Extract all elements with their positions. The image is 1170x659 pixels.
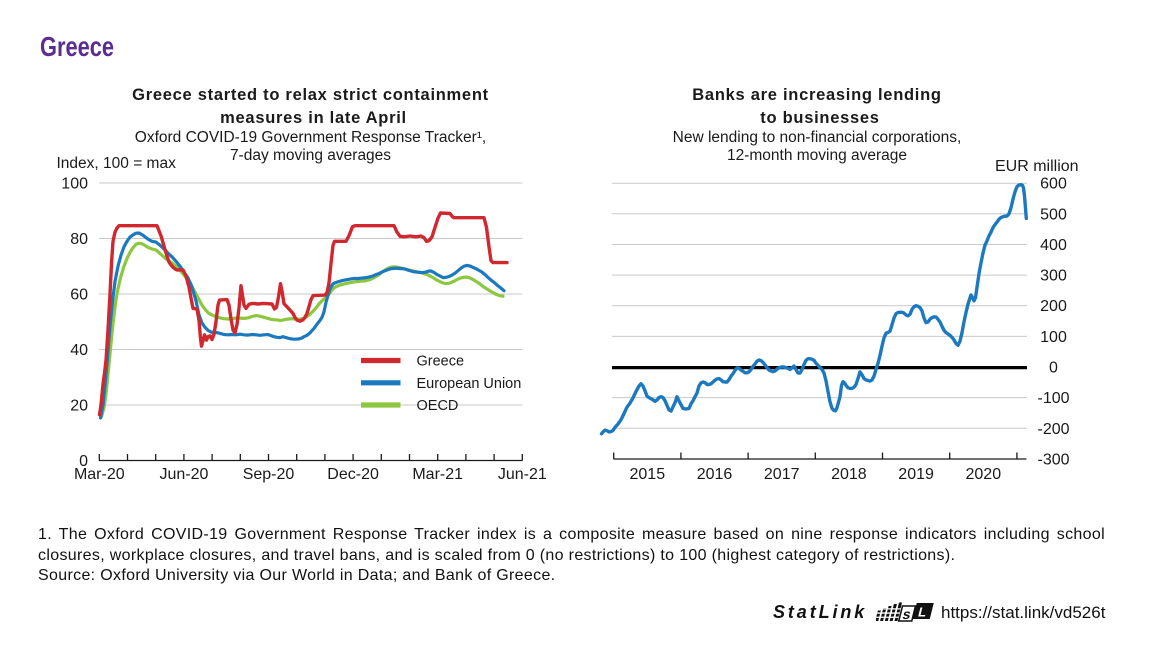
svg-text:80: 80 xyxy=(70,231,88,248)
svg-text:100: 100 xyxy=(1040,329,1067,346)
svg-text:60: 60 xyxy=(70,287,88,304)
svg-text:-100: -100 xyxy=(1037,390,1069,407)
svg-text:600: 600 xyxy=(1040,176,1067,193)
svg-text:400: 400 xyxy=(1040,237,1067,254)
svg-text:2018: 2018 xyxy=(831,466,867,483)
svg-text:Mar-21: Mar-21 xyxy=(412,466,463,483)
svg-text:-200: -200 xyxy=(1037,421,1069,438)
svg-text:300: 300 xyxy=(1040,268,1067,285)
svg-text:L: L xyxy=(917,605,929,620)
svg-text:2016: 2016 xyxy=(697,466,733,483)
svg-text:2020: 2020 xyxy=(966,466,1002,483)
svg-text:2015: 2015 xyxy=(630,466,666,483)
svg-text:500: 500 xyxy=(1040,206,1067,223)
svg-text:European Union: European Union xyxy=(417,376,522,392)
svg-text:100: 100 xyxy=(61,176,88,193)
svg-text:200: 200 xyxy=(1040,298,1067,315)
svg-text:2019: 2019 xyxy=(898,466,934,483)
svg-text:Jun-21: Jun-21 xyxy=(498,466,547,483)
svg-text:0: 0 xyxy=(79,453,88,470)
svg-text:Mar-20: Mar-20 xyxy=(74,466,125,483)
svg-text:Jun-20: Jun-20 xyxy=(159,466,208,483)
svg-text:Greece: Greece xyxy=(417,354,465,370)
svg-text:OECD: OECD xyxy=(417,398,459,414)
svg-text:20: 20 xyxy=(70,398,88,415)
svg-text:2017: 2017 xyxy=(764,466,800,483)
svg-text:Sep-20: Sep-20 xyxy=(243,466,295,483)
svg-text:0: 0 xyxy=(1049,360,1058,377)
svg-text:Dec-20: Dec-20 xyxy=(327,466,379,483)
svg-text:s: s xyxy=(901,607,913,623)
svg-text:40: 40 xyxy=(70,342,88,359)
svg-text:-300: -300 xyxy=(1037,451,1069,468)
